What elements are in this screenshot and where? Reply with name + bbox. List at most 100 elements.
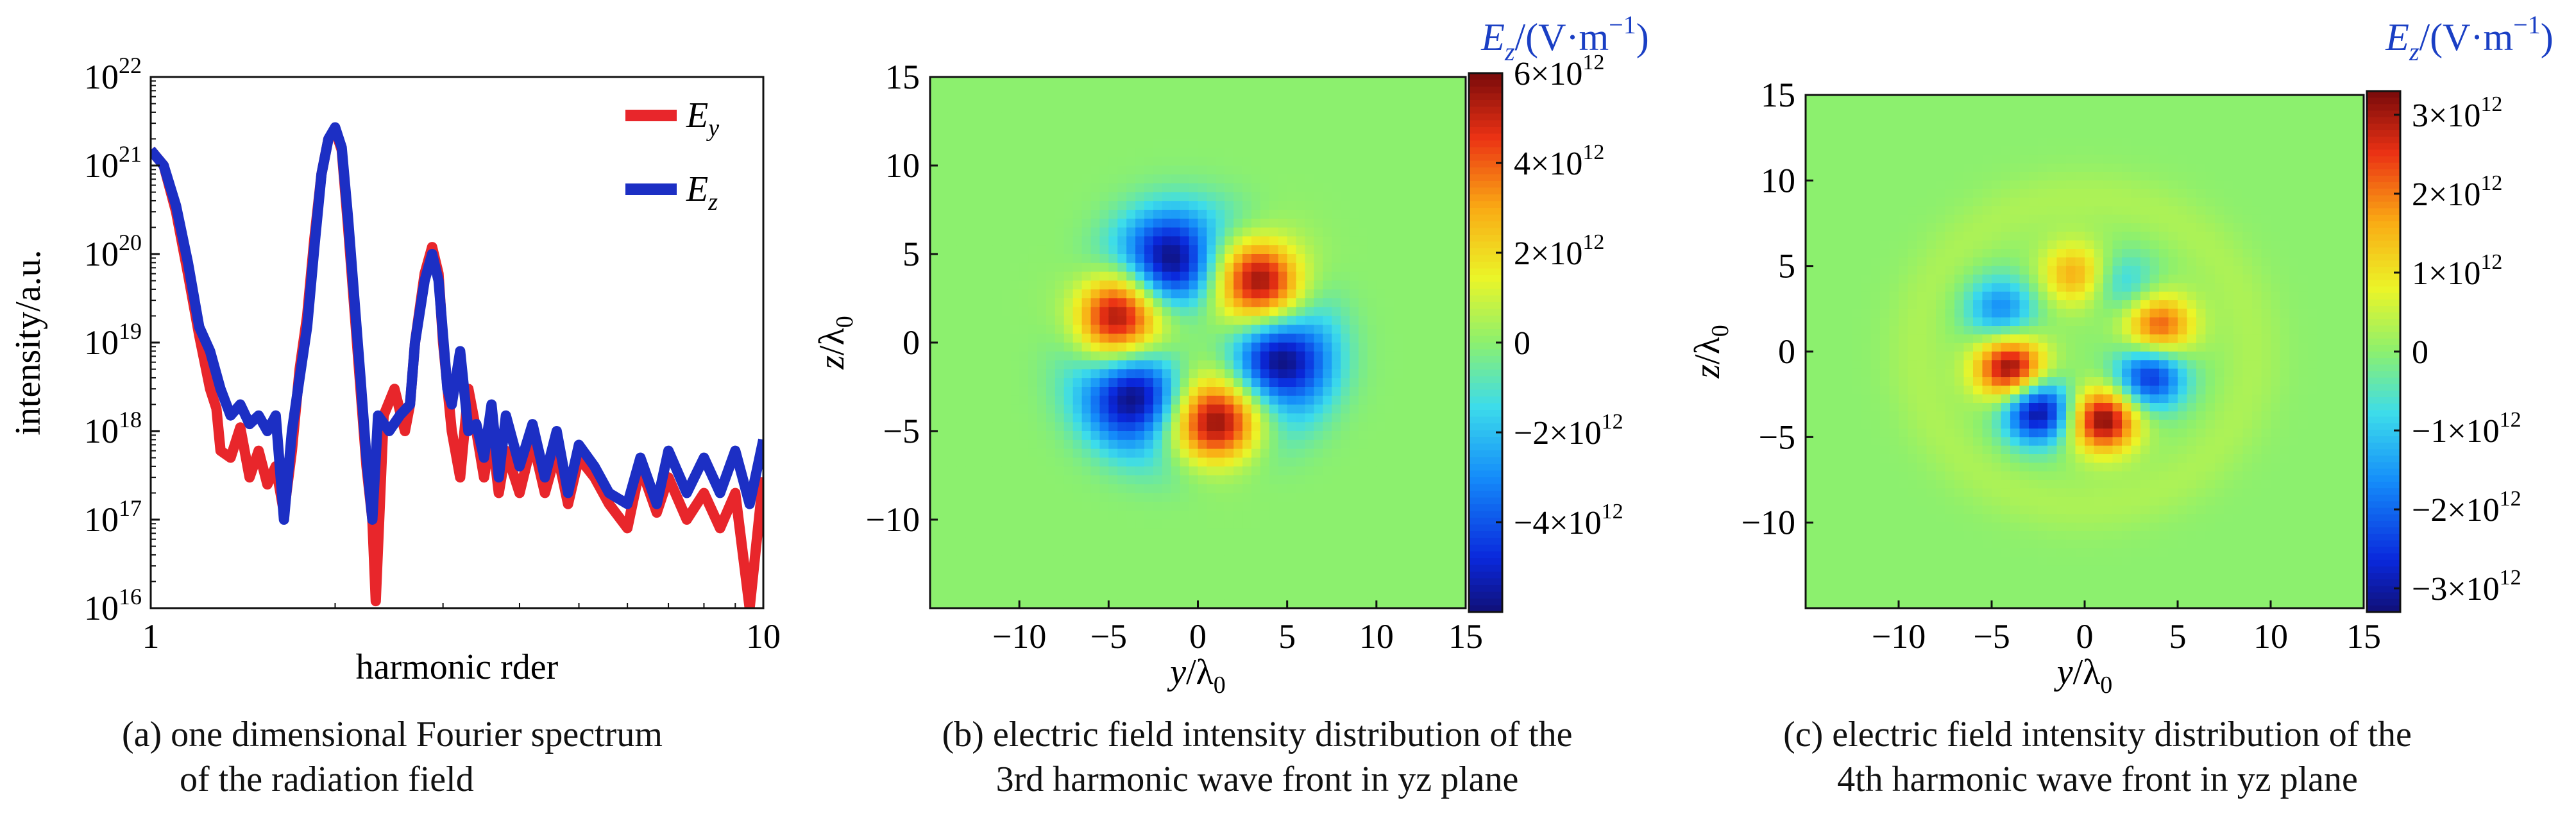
field-cell [1037, 148, 1047, 157]
field-cell [1090, 502, 1101, 511]
field-cell [1870, 137, 1881, 147]
field-cell [1945, 283, 1955, 293]
field-cell [1394, 581, 1404, 591]
field-cell [1973, 429, 1983, 438]
field-cell [1072, 528, 1083, 538]
field-cell [930, 139, 940, 148]
field-cell [1090, 157, 1101, 166]
field-cell [1171, 121, 1181, 131]
field-cell [1063, 227, 1074, 237]
field-cell [1278, 422, 1288, 432]
field-cell [938, 378, 949, 387]
field-cell [1870, 317, 1881, 327]
field-cell [1880, 377, 1890, 386]
field-cell [930, 395, 940, 405]
field-cell [1843, 112, 1853, 121]
field-cell [1945, 488, 1955, 498]
field-cell [1135, 466, 1145, 476]
field-cell [1973, 129, 1983, 139]
field-cell [1926, 249, 1936, 258]
field-cell [1153, 466, 1163, 476]
field-cell [1341, 254, 1350, 264]
field-cell [1982, 471, 1992, 480]
field-cell [1394, 466, 1404, 476]
field-cell [1207, 85, 1216, 96]
field-cell [1833, 129, 1843, 139]
field-cell [1963, 368, 1974, 378]
field-cell [1815, 557, 1825, 566]
field-cell [1189, 520, 1199, 529]
field-cell [1126, 528, 1136, 538]
field-cell [1001, 599, 1011, 609]
field-cell [1278, 555, 1288, 565]
field-cell [1852, 198, 1862, 207]
field-cell [1403, 395, 1413, 405]
field-cell [1037, 157, 1047, 166]
field-cell [1889, 463, 1899, 472]
field-cell [1421, 555, 1430, 565]
field-cell [965, 130, 976, 140]
field-cell [1815, 548, 1825, 557]
field-cell [930, 511, 940, 520]
field-cell [1260, 85, 1270, 96]
field-cell [974, 307, 985, 317]
field-cell [1936, 163, 1946, 173]
field-cell [1908, 445, 1918, 455]
field-cell [1189, 484, 1199, 494]
field-cell [983, 94, 994, 104]
field-cell [1843, 377, 1853, 386]
field-cell [1899, 291, 1909, 301]
colorbar-band [1469, 100, 1502, 108]
field-cell [1063, 413, 1074, 423]
field-cell [1135, 280, 1145, 290]
field-cell [1917, 343, 1928, 352]
field-cell [1982, 163, 1992, 173]
field-cell [1861, 146, 1872, 155]
field-cell [1010, 378, 1020, 387]
field-cell [1001, 555, 1011, 565]
field-cell [1843, 506, 1853, 514]
field-cell [938, 271, 949, 281]
field-cell [1001, 174, 1011, 184]
field-cell [1385, 112, 1395, 122]
field-cell [1394, 448, 1404, 458]
field-cell [1394, 236, 1404, 246]
field-cell [1870, 155, 1881, 164]
field-cell [974, 351, 985, 361]
field-cell [1108, 581, 1118, 591]
field-cell [1135, 422, 1145, 432]
field-cell [1189, 351, 1199, 361]
field-cell [1332, 395, 1341, 405]
field-cell [1880, 300, 1890, 309]
field-cell [983, 599, 994, 609]
field-cell [1207, 537, 1216, 547]
field-cell [1926, 275, 1936, 284]
field-cell [1430, 271, 1439, 281]
field-cell [1341, 325, 1350, 334]
field-cell [1242, 307, 1252, 317]
field-cell [1973, 394, 1983, 404]
field-cell [1010, 475, 1020, 485]
field-cell [1421, 227, 1430, 237]
field-cell [947, 555, 958, 565]
field-cell [1394, 334, 1404, 343]
field-cell [1880, 591, 1890, 600]
field-cell [1350, 245, 1359, 255]
field-cell [1144, 112, 1154, 122]
field-cell [1001, 466, 1011, 476]
field-cell [1945, 403, 1955, 412]
field-cell [1162, 369, 1172, 378]
field-cell [1010, 413, 1020, 423]
field-cell [1332, 245, 1341, 255]
field-cell [1010, 520, 1020, 529]
field-cell [992, 343, 1002, 352]
field-cell [1457, 493, 1466, 502]
field-cell [1269, 236, 1279, 246]
field-cell [1153, 85, 1163, 96]
field-cell [1001, 511, 1011, 520]
field-cell [1899, 514, 1909, 523]
field-cell [1260, 227, 1270, 237]
field-cell [1099, 360, 1109, 370]
field-cell [1099, 369, 1109, 378]
field-cell [1926, 223, 1936, 232]
